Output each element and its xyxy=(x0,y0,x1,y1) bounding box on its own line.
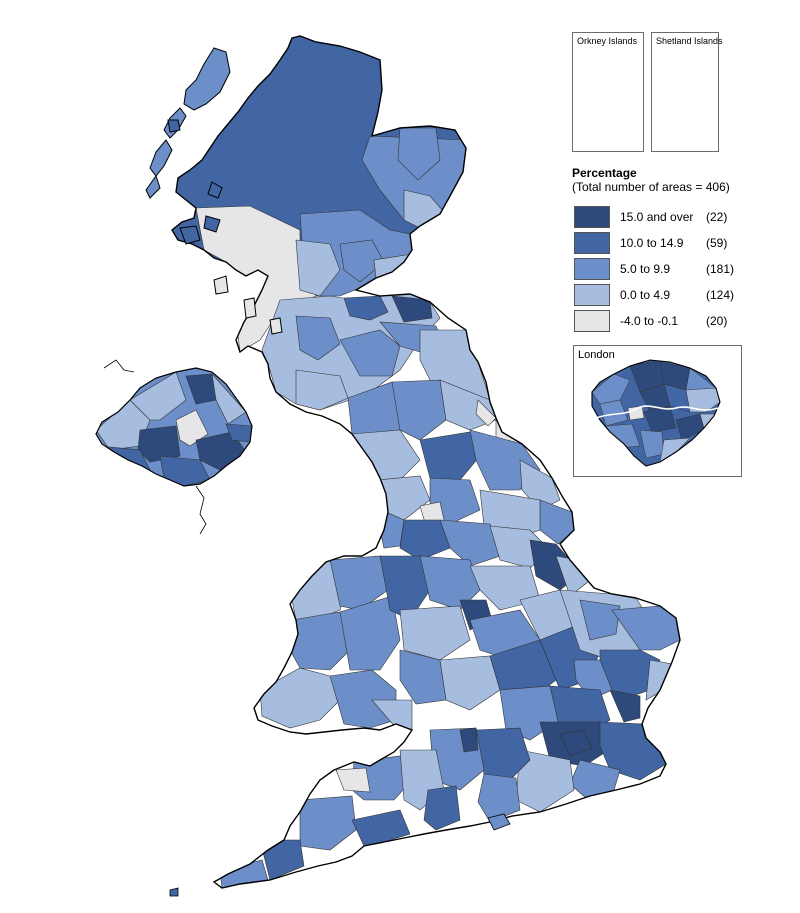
london-outline xyxy=(591,359,721,467)
legend-range: -4.0 to -0.1 xyxy=(620,314,679,328)
legend-item: 0.0 to 4.9 (124) xyxy=(572,283,762,307)
legend-count: (59) xyxy=(706,236,728,250)
northern-ireland-coast xyxy=(95,367,253,487)
legend-swatch xyxy=(574,258,610,280)
map-legend: Percentage (Total number of areas = 406)… xyxy=(572,166,762,333)
legend-swatch xyxy=(574,310,610,332)
legend-item: 5.0 to 9.9 (181) xyxy=(572,257,762,281)
legend-swatch xyxy=(574,232,610,254)
legend-item: 15.0 and over (22) xyxy=(572,205,762,229)
legend-range: 0.0 to 4.9 xyxy=(620,288,671,302)
small-islands xyxy=(169,813,511,897)
legend-count: (20) xyxy=(706,314,728,328)
shetland-inset: Shetland Islands xyxy=(651,32,723,152)
shetland-inset-title: Shetland Islands xyxy=(656,36,723,46)
orkney-inset-title: Orkney Islands xyxy=(577,36,638,46)
legend-swatch xyxy=(574,284,610,306)
thames-river xyxy=(595,405,719,419)
ni-border-line xyxy=(103,359,207,535)
legend-item: 10.0 to 14.9 (59) xyxy=(572,231,762,255)
legend-count: (181) xyxy=(706,262,735,276)
legend-title: Percentage xyxy=(572,166,637,180)
legend-subtitle: (Total number of areas = 406) xyxy=(572,180,730,194)
legend-count: (22) xyxy=(706,210,728,224)
london-inset: London xyxy=(573,345,742,477)
legend-count: (124) xyxy=(706,288,735,302)
western-isles xyxy=(145,47,283,335)
legend-range: 10.0 to 14.9 xyxy=(620,236,684,250)
orkney-inset: Orkney Islands xyxy=(572,32,644,152)
northern-ireland-regions xyxy=(96,368,252,486)
legend-range: 15.0 and over xyxy=(620,210,694,224)
legend-item: -4.0 to -0.1 (20) xyxy=(572,309,762,333)
legend-range: 5.0 to 9.9 xyxy=(620,262,671,276)
london-inset-title: London xyxy=(578,349,615,361)
great-britain-coast xyxy=(171,35,681,889)
legend-swatch xyxy=(574,206,610,228)
